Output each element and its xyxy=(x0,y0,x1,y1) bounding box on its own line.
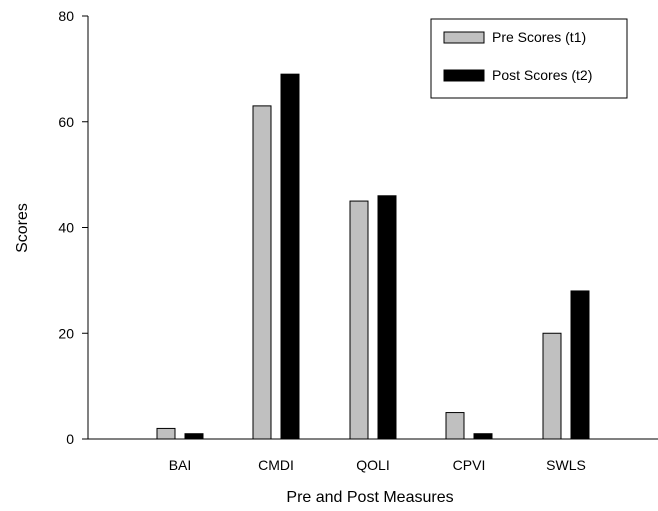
legend-swatch-pre xyxy=(443,31,485,44)
x-tick-label: CPVI xyxy=(453,457,486,473)
bar-pre-qoli xyxy=(349,200,369,440)
x-tick-label: QOLI xyxy=(356,457,389,473)
x-tick-label: BAI xyxy=(169,457,192,473)
x-axis-title: Pre and Post Measures xyxy=(286,489,453,506)
bar-pre-swls xyxy=(542,332,562,440)
y-tick-label: 60 xyxy=(58,114,74,130)
legend-swatch-post xyxy=(443,69,485,82)
bars xyxy=(156,73,590,440)
x-tick-label: SWLS xyxy=(546,457,586,473)
bar-post-swls xyxy=(570,290,590,440)
bar-post-cpvi xyxy=(473,433,493,440)
legend-box xyxy=(430,18,628,99)
x-axis: BAI CMDI QOLI CPVI SWLS xyxy=(88,438,658,473)
y-axis-title: Scores xyxy=(14,203,31,253)
legend-label-post: Post Scores (t2) xyxy=(492,67,592,83)
bar-pre-cpvi xyxy=(445,412,465,440)
bar-pre-bai xyxy=(156,427,176,440)
legend: Pre Scores (t1) Post Scores (t2) xyxy=(430,18,628,99)
bar-post-bai xyxy=(184,433,204,440)
y-tick-label: 20 xyxy=(58,325,74,341)
legend-label-pre: Pre Scores (t1) xyxy=(492,29,586,45)
y-tick-label: 40 xyxy=(58,220,74,236)
x-tick-label: CMDI xyxy=(258,457,294,473)
y-tick-label: 80 xyxy=(58,8,74,24)
bar-post-qoli xyxy=(377,195,397,440)
bar-pre-cmdi xyxy=(252,105,272,440)
y-tick-label: 0 xyxy=(66,431,74,447)
y-axis: 0 20 40 60 80 xyxy=(58,8,89,447)
bar-post-cmdi xyxy=(280,73,300,440)
